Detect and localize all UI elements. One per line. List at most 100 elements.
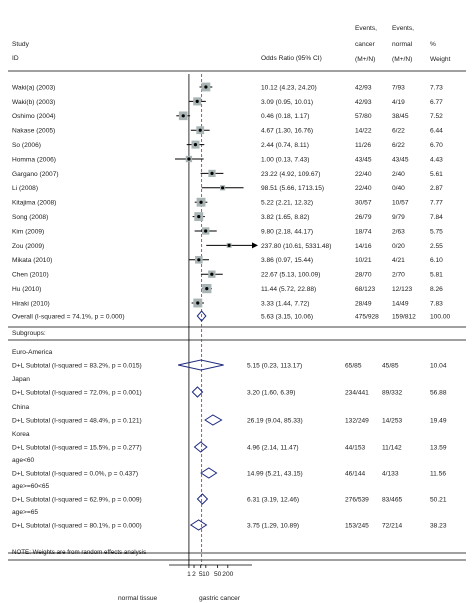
subgroup-subtotal-label: D+L Subtotal (I-squared = 15.5%, p = 0.2… <box>12 444 142 451</box>
subgroup-or-ci: 6.31 (3.19, 12.46) <box>247 496 299 503</box>
study-events-cancer: 10/21 <box>355 257 372 264</box>
study-events-cancer: 22/40 <box>355 185 372 192</box>
subgroup-or-ci: 3.75 (1.29, 10.89) <box>247 522 299 529</box>
study-label: Li (2008) <box>12 185 38 192</box>
study-events-normal: 38/45 <box>392 113 409 120</box>
study-events-cancer: 11/26 <box>355 142 371 149</box>
x-tick-label: 200 <box>222 571 233 578</box>
study-events-cancer: 42/93 <box>355 84 372 91</box>
study-or-ci: 2.44 (0.74, 8.11) <box>261 142 309 149</box>
study-label: Waki(a) (2003) <box>12 84 55 91</box>
study-events-cancer: 57/80 <box>355 113 372 120</box>
study-point <box>187 157 191 161</box>
study-events-normal: 0/40 <box>392 185 405 192</box>
study-or-ci: 237.80 (10.61, 5331.48) <box>261 243 331 250</box>
study-label: Oshimo (2004) <box>12 113 56 120</box>
header-study: Study <box>12 41 30 48</box>
study-label: So (2006) <box>12 142 41 149</box>
study-weight: 5.75 <box>430 228 443 235</box>
study-events-cancer: 26/79 <box>355 214 372 221</box>
study-events-cancer: 43/45 <box>355 156 372 163</box>
subgroup-events-cancer: 44/153 <box>345 444 366 451</box>
study-label: Hu (2010) <box>12 286 41 293</box>
study-weight: 6.44 <box>430 128 443 135</box>
subgroup-or-ci: 26.19 (9.04, 85.33) <box>247 417 303 424</box>
study-weight: 6.10 <box>430 257 443 264</box>
subgroups-heading: Subgroups: <box>12 330 46 337</box>
study-events-normal: 43/45 <box>392 156 409 163</box>
study-events-cancer: 18/74 <box>355 228 372 235</box>
study-or-ci: 4.67 (1.30, 16.76) <box>261 128 313 135</box>
subgroup-events-normal: 89/332 <box>382 389 403 396</box>
study-point <box>197 258 201 262</box>
study-weight: 7.83 <box>430 300 443 307</box>
subgroup-weight: 10.04 <box>430 362 447 369</box>
subgroup-diamond <box>193 441 208 453</box>
subgroup-diamond <box>191 386 204 398</box>
study-label: Homma (2006) <box>12 156 56 163</box>
subgroup-events-normal: 14/253 <box>382 417 403 424</box>
subgroup-or-ci: 5.15 (0.23, 113.17) <box>247 362 302 369</box>
study-weight: 4.43 <box>430 156 443 163</box>
subgroup-or-ci: 14.99 (5.21, 43.15) <box>247 470 303 477</box>
subgroup-events-cancer: 234/441 <box>345 389 369 396</box>
study-events-cancer: 14/16 <box>355 243 372 250</box>
study-events-cancer: 68/123 <box>355 286 376 293</box>
study-point <box>210 171 214 175</box>
subgroup-subtotal-label: D+L Subtotal (I-squared = 80.1%, p = 0.0… <box>12 522 142 529</box>
overall-events-normal: 159/812 <box>392 313 416 320</box>
header-events-cancer-3: (M+/N) <box>355 56 375 63</box>
study-weight: 2.55 <box>430 243 443 250</box>
study-or-ci: 3.09 (0.95, 10.01) <box>261 99 313 106</box>
overall-diamond <box>196 310 207 322</box>
subgroup-diamond <box>196 493 209 505</box>
subgroup-diamond <box>178 359 224 371</box>
study-point <box>227 243 231 247</box>
study-or-ci: 98.51 (5.66, 1713.15) <box>261 185 324 192</box>
subgroup-weight: 19.49 <box>430 417 447 424</box>
x-tick-label: 50 <box>214 571 222 578</box>
subgroup-subtotal-label: D+L Subtotal (I-squared = 0.0%, p = 0.43… <box>12 470 138 477</box>
header-events-cancer-2: cancer <box>355 41 376 48</box>
study-events-cancer: 22/40 <box>355 171 372 178</box>
overall-or-ci: 5.63 (3.15, 10.06) <box>261 313 313 320</box>
study-label: Nakase (2005) <box>12 128 55 135</box>
study-events-normal: 2/63 <box>392 228 405 235</box>
subgroup-weight: 11.56 <box>430 470 446 477</box>
study-label: Gargano (2007) <box>12 171 59 178</box>
header-events-cancer-1: Events, <box>355 25 377 32</box>
subgroup-name: age>=60<65 <box>12 483 50 490</box>
subgroup-events-normal: 83/465 <box>382 496 403 503</box>
header-or-ci: Odds Ratio (95% CI) <box>261 55 322 62</box>
x-tick-label: 2 <box>192 571 196 578</box>
study-events-normal: 7/93 <box>392 84 405 91</box>
subgroup-events-normal: 45/85 <box>382 362 399 369</box>
subgroup-name: Euro-America <box>12 349 53 356</box>
study-label: Mikata (2010) <box>12 257 52 264</box>
subgroup-events-normal: 11/142 <box>382 444 402 451</box>
header-weight-2: Weight <box>430 56 451 63</box>
study-or-ci: 23.22 (4.92, 109.67) <box>261 171 320 178</box>
study-label: Zou (2009) <box>12 243 44 250</box>
subgroup-weight: 13.59 <box>430 444 447 451</box>
subgroup-or-ci: 4.96 (2.14, 11.47) <box>247 444 299 451</box>
subgroup-diamond <box>189 519 208 531</box>
study-events-normal: 2/70 <box>392 272 405 279</box>
study-label: Kitajima (2008) <box>12 200 56 207</box>
weights-note: NOTE: Weights are from random effects an… <box>12 549 146 556</box>
study-point <box>198 128 202 132</box>
study-weight: 2.87 <box>430 185 443 192</box>
study-point <box>195 99 199 103</box>
subgroup-weight: 50.21 <box>430 496 447 503</box>
subgroup-name: age<60 <box>12 457 35 464</box>
subgroup-name: Japan <box>12 376 30 383</box>
subgroup-events-cancer: 153/245 <box>345 522 369 529</box>
subgroup-diamond <box>204 414 223 426</box>
study-weight: 6.70 <box>430 142 443 149</box>
study-or-ci: 11.44 (5.72, 22.88) <box>261 286 316 293</box>
study-label: Waki(b) (2003) <box>12 99 55 106</box>
study-label: Hiraki (2010) <box>12 300 50 307</box>
header-events-normal-3: (M+/N) <box>392 56 412 63</box>
study-point <box>204 229 208 233</box>
